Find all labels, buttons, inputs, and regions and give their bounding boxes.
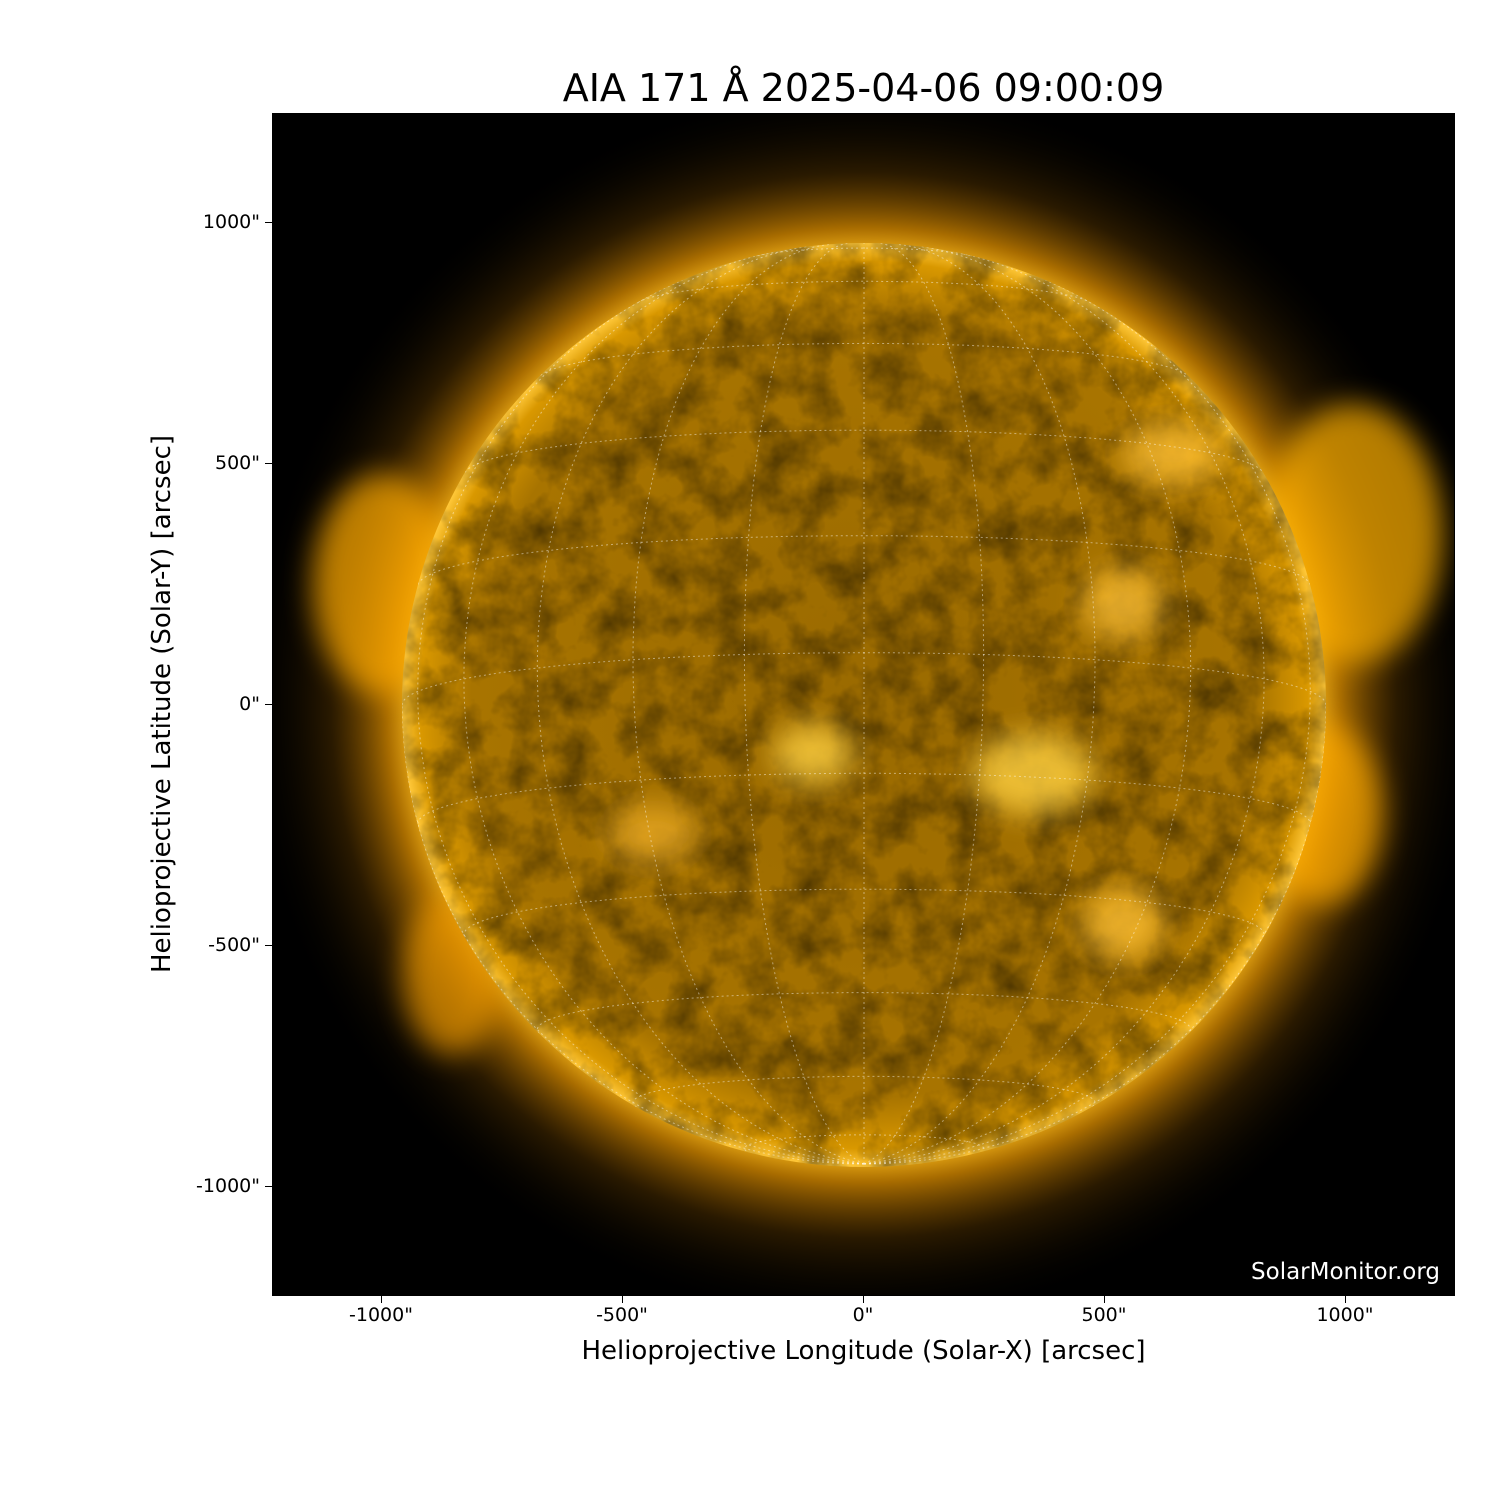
coordinate-grid [402,243,1326,1165]
y-tick-mark [265,945,272,946]
x-tick-label: -500" [596,1304,648,1326]
y-tick-mark [265,704,272,705]
x-tick-mark [381,1296,382,1303]
y-tick-label: -500" [208,934,260,956]
grid-line [464,429,1264,473]
grid-line [863,246,1192,1165]
grid-line [536,246,865,1165]
x-tick-mark [1345,1296,1346,1303]
solar-image-axes: SolarMonitor.org [272,113,1455,1296]
y-tick-label: 0" [239,693,260,715]
y-tick-mark [265,1186,272,1187]
x-tick-label: 500" [1081,1304,1127,1326]
x-tick-mark [863,1296,864,1303]
grid-line [402,704,865,1165]
y-tick-mark [265,222,272,223]
grid-line [863,243,1096,1165]
sun-image [273,114,1454,1295]
y-tick-mark [265,463,272,464]
grid-line [463,888,1265,937]
grid-line [632,1075,1096,1108]
grid-line [417,279,865,1165]
grid-line [743,243,865,1165]
x-tick-mark [1104,1296,1105,1303]
y-tick-label: 1000" [202,211,260,233]
grid-line [540,342,1188,376]
x-tick-label: 1000" [1316,1304,1374,1326]
x-tick-mark [622,1296,623,1303]
x-tick-label: -1000" [349,1304,413,1326]
y-axis-label: Helioprojective Latitude (Solar-Y) [arcs… [147,434,177,974]
grid-line [417,772,1311,824]
grid-line [863,704,1326,1165]
grid-line [402,652,1326,706]
grid-line [863,279,1311,1165]
plot-title: AIA 171 Å 2025-04-06 09:00:09 [562,66,1165,110]
grid-line [756,247,972,257]
grid-line [632,243,865,1165]
grid-line [637,280,1091,303]
grid-line [863,243,985,1165]
credit-watermark: SolarMonitor.org [1251,1259,1440,1285]
y-tick-label: -1000" [196,1175,260,1197]
x-axis-label: Helioprojective Longitude (Solar-X) [arc… [581,1336,1146,1366]
grid-line [417,535,1311,585]
y-tick-label: 500" [214,452,260,474]
grid-line [743,1134,985,1152]
x-tick-label: 0" [852,1304,874,1326]
